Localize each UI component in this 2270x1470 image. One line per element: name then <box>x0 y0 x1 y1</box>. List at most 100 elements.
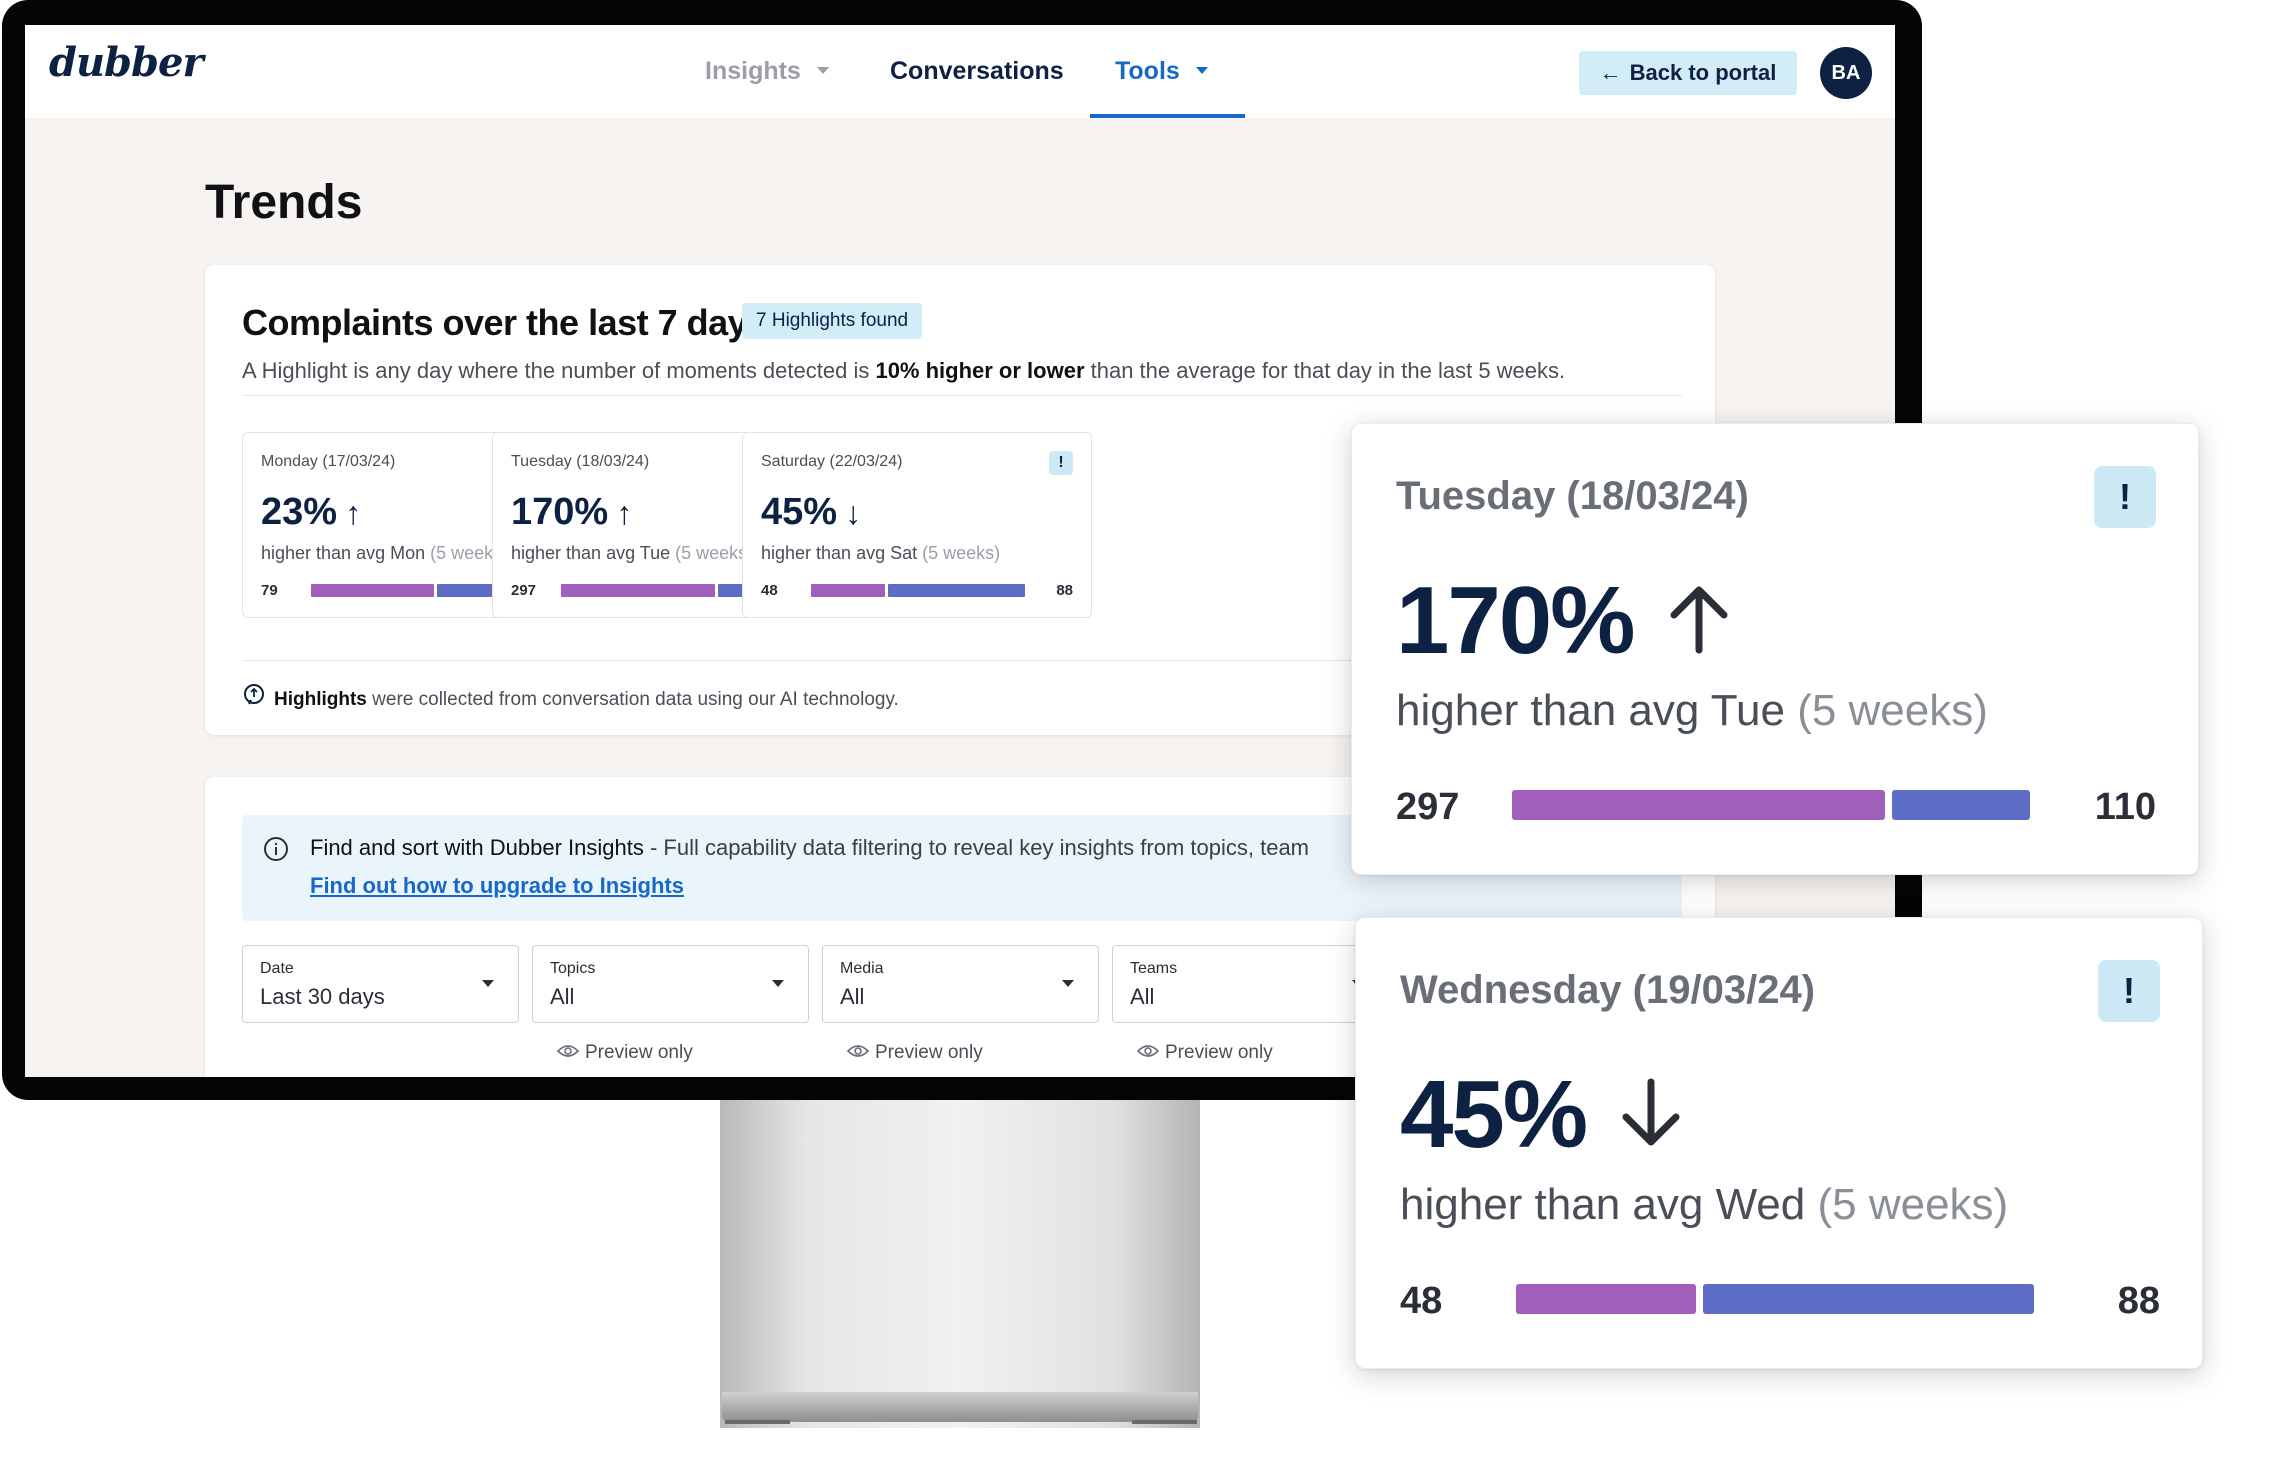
current-segment <box>561 584 715 597</box>
user-avatar[interactable]: BA <box>1820 47 1872 99</box>
top-navigation-bar: dubber Insights Conversations Tools ← Bac… <box>25 25 1895 118</box>
current-count: 297 <box>1396 786 1460 828</box>
ai-note-text: were collected from conversation data us… <box>366 689 899 711</box>
highlight-card-saturday[interactable]: Saturday (22/03/24) ! 45% ↓ higher than a… <box>742 432 1092 618</box>
current-segment <box>811 584 886 597</box>
filter-label: Date <box>260 960 294 977</box>
highlight-subtext: higher than avg Tue (5 weeks) <box>511 543 753 564</box>
current-count: 48 <box>761 582 778 599</box>
zoom-percent-value: 170% <box>1396 567 1636 674</box>
back-to-portal-button[interactable]: ← Back to portal <box>1579 51 1797 95</box>
nav-tools[interactable]: Tools <box>1115 57 1208 86</box>
preview-only-topics: Preview only <box>556 1042 693 1064</box>
zoom-subtext-main: higher than avg Wed <box>1400 1180 1806 1229</box>
zoom-subtext-muted: (5 weeks) <box>1817 1180 2009 1229</box>
highlight-date: Saturday (22/03/24) <box>761 453 903 470</box>
average-count: 110 <box>2094 786 2156 828</box>
back-to-portal-label: Back to portal <box>1629 60 1777 85</box>
active-tab-indicator <box>1090 114 1245 118</box>
ai-note-bold: Highlights <box>274 689 367 711</box>
eye-preview-icon <box>556 1045 580 1057</box>
dubber-logo[interactable]: dubber <box>49 39 204 86</box>
comparison-bar <box>811 584 1025 597</box>
preview-label: Preview only <box>1165 1042 1273 1063</box>
info-circle-icon <box>262 835 290 868</box>
comparison-bar <box>1512 790 2030 820</box>
nav-insights-label: Insights <box>705 57 801 85</box>
average-segment <box>888 584 1025 597</box>
highlight-description: A Highlight is any day where the number … <box>242 358 1565 384</box>
current-count: 297 <box>511 582 537 599</box>
info-rest: - Full capability data filtering to reve… <box>643 835 1310 860</box>
highlight-subtext-main: higher than avg Tue <box>511 543 671 563</box>
media-filter-select[interactable]: Media All <box>822 945 1099 1023</box>
arrow-up-icon: ↑ <box>345 495 362 531</box>
highlight-subtext-muted: (5 weeks) <box>922 543 1001 563</box>
highlight-percent: 45% ↓ <box>761 491 861 534</box>
zoom-subtext: higher than avg Tue (5 weeks) <box>1396 686 1988 736</box>
filter-value: Last 30 days <box>260 984 385 1009</box>
highlights-found-badge: 7 Highlights found <box>742 303 923 339</box>
filter-label: Topics <box>550 960 596 977</box>
highlight-percent-value: 23% <box>261 491 338 533</box>
highlight-percent: 170% ↑ <box>511 491 632 534</box>
current-count: 48 <box>1400 1280 1443 1322</box>
page-title: Trends <box>205 176 363 229</box>
divider <box>242 660 1682 661</box>
description-bold: 10% higher or lower <box>875 358 1085 383</box>
topics-filter-select[interactable]: Topics All <box>532 945 809 1023</box>
teams-filter-select[interactable]: Teams All <box>1112 945 1389 1023</box>
eye-preview-icon <box>1136 1045 1160 1057</box>
preview-only-teams: Preview only <box>1136 1042 1273 1064</box>
arrow-left-icon: ← <box>1599 60 1622 85</box>
exclamation-icon: ! <box>1049 451 1073 475</box>
info-text: Find and sort with Dubber Insights - Ful… <box>310 835 1309 861</box>
nav-conversations-label: Conversations <box>890 57 1064 85</box>
highlight-subtext-main: higher than avg Sat <box>761 543 918 563</box>
filter-value: All <box>550 984 575 1009</box>
ai-note: Highlights were collected from conversat… <box>242 684 899 715</box>
highlight-date: Tuesday (18/03/24) <box>511 453 650 470</box>
preview-only-media: Preview only <box>846 1042 983 1064</box>
highlight-percent: 23% ↑ <box>261 491 361 534</box>
highlight-subtext-main: higher than avg Mon <box>261 543 426 563</box>
zoom-card-tuesday: Tuesday (18/03/24) ! 170% higher than av… <box>1351 423 2199 875</box>
monitor-foot-left <box>725 1420 790 1424</box>
comparison-bar <box>1516 1284 2034 1314</box>
upgrade-link[interactable]: Find out how to upgrade to Insights <box>310 873 684 898</box>
highlight-percent-value: 170% <box>511 491 609 533</box>
highlight-subtext: higher than avg Mon (5 weeks) <box>261 543 508 564</box>
date-filter-select[interactable]: Date Last 30 days <box>242 945 519 1023</box>
zoom-card-wednesday: Wednesday (19/03/24) ! 45% higher than a… <box>1355 917 2203 1369</box>
filter-label: Teams <box>1130 960 1178 977</box>
zoom-percent: 45% <box>1400 1060 1682 1177</box>
average-segment <box>1703 1284 2034 1314</box>
arrow-down-icon <box>1620 1061 1682 1171</box>
highlight-subtext-muted: (5 weeks) <box>675 543 754 563</box>
monitor-stand-base <box>722 1392 1198 1422</box>
zoom-date: Tuesday (18/03/24) <box>1396 474 1749 518</box>
zoom-subtext-muted: (5 weeks) <box>1797 686 1988 735</box>
zoom-subtext: higher than avg Wed (5 weeks) <box>1400 1180 2008 1230</box>
chevron-down-icon <box>816 66 829 74</box>
chevron-down-icon <box>482 980 494 987</box>
current-segment <box>311 584 434 597</box>
highlight-date: Monday (17/03/24) <box>261 453 396 470</box>
zoom-percent: 170% <box>1396 566 1730 683</box>
average-count: 88 <box>1056 582 1073 599</box>
divider <box>242 395 1682 396</box>
highlight-percent-value: 45% <box>761 491 838 533</box>
eye-preview-icon <box>846 1045 870 1057</box>
preview-label: Preview only <box>875 1042 983 1063</box>
complaints-card-title: Complaints over the last 7 days <box>242 302 767 343</box>
zoom-subtext-main: higher than avg Tue <box>1396 686 1785 735</box>
nav-tools-label: Tools <box>1115 57 1180 85</box>
current-segment <box>1516 1284 1697 1314</box>
nav-insights[interactable]: Insights <box>705 57 829 86</box>
exclamation-icon: ! <box>2094 466 2156 528</box>
monitor-stand <box>720 1098 1200 1428</box>
description-before: A Highlight is any day where the number … <box>242 358 876 383</box>
zoom-date: Wednesday (19/03/24) <box>1400 968 1816 1012</box>
nav-conversations[interactable]: Conversations <box>890 57 1064 86</box>
